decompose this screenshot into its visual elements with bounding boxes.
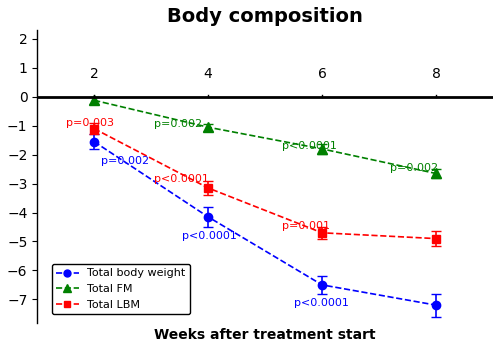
Text: p<0.0001: p<0.0001: [182, 231, 238, 242]
Text: p<0.0001: p<0.0001: [282, 141, 337, 151]
Text: p<0.0001: p<0.0001: [154, 174, 209, 184]
Text: 2: 2: [90, 67, 98, 81]
Title: Body composition: Body composition: [167, 7, 363, 26]
Text: 4: 4: [204, 67, 212, 81]
Text: p=0.002: p=0.002: [101, 156, 149, 166]
Text: p=0.001: p=0.001: [282, 221, 330, 231]
Text: p=0.002: p=0.002: [390, 163, 438, 173]
Legend: Total body weight, Total FM, Total LBM: Total body weight, Total FM, Total LBM: [52, 264, 190, 314]
X-axis label: Weeks after treatment start: Weeks after treatment start: [154, 328, 376, 342]
Text: p<0.0001: p<0.0001: [294, 298, 348, 308]
Text: 8: 8: [432, 67, 440, 81]
Text: p=0.002: p=0.002: [154, 119, 202, 129]
Text: 6: 6: [318, 67, 326, 81]
Text: p=0.003: p=0.003: [66, 118, 114, 128]
